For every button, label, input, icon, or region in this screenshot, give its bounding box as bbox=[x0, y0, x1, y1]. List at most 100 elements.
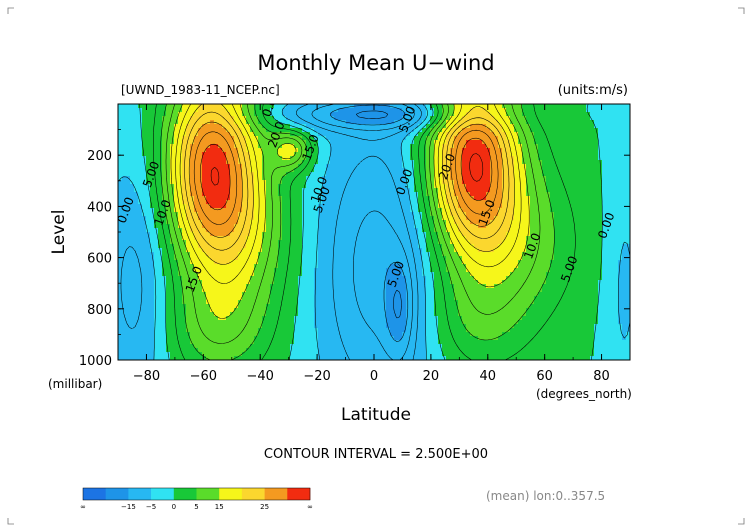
field-cell bbox=[618, 236, 623, 241]
field-cell bbox=[454, 240, 459, 245]
field-cell bbox=[522, 196, 527, 201]
field-cell bbox=[302, 236, 307, 241]
field-cell bbox=[182, 148, 187, 153]
field-cell bbox=[502, 156, 507, 161]
field-cell bbox=[242, 148, 247, 153]
field-cell bbox=[374, 240, 379, 245]
field-cell bbox=[314, 224, 319, 229]
field-cell bbox=[214, 132, 219, 137]
field-cell bbox=[298, 204, 303, 209]
field-cell bbox=[354, 180, 359, 185]
field-cell bbox=[282, 236, 287, 241]
field-cell bbox=[142, 108, 147, 113]
field-cell bbox=[226, 184, 231, 189]
field-cell bbox=[562, 240, 567, 245]
field-cell bbox=[586, 184, 591, 189]
field-cell bbox=[238, 192, 243, 197]
field-cell bbox=[130, 176, 135, 181]
field-cell bbox=[366, 140, 371, 145]
field-cell bbox=[590, 256, 595, 261]
field-cell bbox=[386, 220, 391, 225]
field-cell bbox=[450, 112, 455, 117]
field-cell bbox=[338, 136, 343, 141]
field-cell bbox=[182, 220, 187, 225]
field-cell bbox=[590, 220, 595, 225]
field-cell bbox=[618, 144, 623, 149]
field-cell bbox=[542, 256, 547, 261]
field-cell bbox=[554, 212, 559, 217]
field-cell bbox=[414, 156, 419, 161]
field-cell bbox=[426, 200, 431, 205]
field-cell bbox=[354, 208, 359, 213]
field-cell bbox=[418, 228, 423, 233]
field-cell bbox=[134, 148, 139, 153]
field-cell bbox=[622, 112, 627, 117]
field-cell bbox=[186, 104, 191, 109]
field-cell bbox=[502, 172, 507, 177]
field-cell bbox=[118, 124, 123, 129]
field-cell bbox=[362, 144, 367, 149]
field-cell bbox=[534, 124, 539, 129]
field-cell bbox=[270, 160, 275, 165]
field-cell bbox=[230, 232, 235, 237]
field-cell bbox=[614, 172, 619, 177]
field-cell bbox=[550, 208, 555, 213]
field-cell bbox=[334, 168, 339, 173]
field-cell bbox=[198, 104, 203, 109]
field-cell bbox=[266, 188, 271, 193]
field-cell bbox=[202, 160, 207, 165]
field-cell bbox=[154, 116, 159, 121]
field-cell bbox=[266, 112, 271, 117]
field-cell bbox=[498, 108, 503, 113]
field-cell bbox=[330, 240, 335, 245]
field-cell bbox=[126, 204, 131, 209]
field-cell bbox=[598, 232, 603, 237]
field-cell bbox=[410, 192, 415, 197]
field-cell bbox=[374, 244, 379, 249]
field-cell bbox=[578, 188, 583, 193]
field-cell bbox=[418, 232, 423, 237]
field-cell bbox=[434, 144, 439, 149]
field-cell bbox=[206, 184, 211, 189]
field-cell bbox=[542, 220, 547, 225]
field-cell bbox=[382, 164, 387, 169]
field-cell bbox=[190, 136, 195, 141]
field-cell bbox=[178, 196, 183, 201]
field-cell bbox=[414, 164, 419, 169]
field-cell bbox=[278, 212, 283, 217]
field-cell bbox=[582, 144, 587, 149]
field-cell bbox=[494, 112, 499, 117]
field-cell bbox=[182, 212, 187, 217]
field-cell bbox=[266, 180, 271, 185]
field-cell bbox=[606, 240, 611, 245]
field-cell bbox=[158, 172, 163, 177]
field-cell bbox=[246, 196, 251, 201]
field-cell bbox=[426, 224, 431, 229]
field-cell bbox=[338, 140, 343, 145]
field-cell bbox=[454, 132, 459, 137]
field-cell bbox=[294, 248, 299, 253]
field-cell bbox=[582, 216, 587, 221]
field-cell bbox=[558, 180, 563, 185]
field-cell bbox=[354, 144, 359, 149]
field-cell bbox=[162, 132, 167, 137]
field-cell bbox=[534, 136, 539, 141]
field-cell bbox=[142, 148, 147, 153]
field-cell bbox=[514, 148, 519, 153]
field-cell bbox=[606, 108, 611, 113]
field-cell bbox=[362, 184, 367, 189]
field-cell bbox=[566, 240, 571, 245]
field-cell bbox=[526, 184, 531, 189]
field-cell bbox=[498, 176, 503, 181]
field-cell bbox=[242, 128, 247, 133]
field-cell bbox=[574, 208, 579, 213]
field-cell bbox=[454, 208, 459, 213]
field-cell bbox=[474, 200, 479, 205]
field-cell bbox=[158, 192, 163, 197]
field-cell bbox=[210, 204, 215, 209]
field-cell bbox=[590, 192, 595, 197]
field-cell bbox=[562, 212, 567, 217]
field-cell bbox=[558, 244, 563, 249]
field-cell bbox=[366, 180, 371, 185]
field-cell bbox=[186, 252, 191, 257]
